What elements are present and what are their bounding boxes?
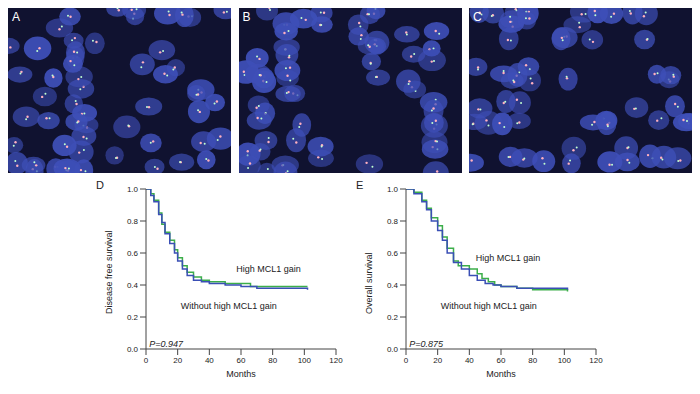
html-text:P=0.875: P=0.875 — [409, 339, 443, 350]
svg-text:Months: Months — [226, 369, 256, 379]
html-text:B: B — [242, 10, 251, 24]
svg-text:40: 40 — [205, 356, 214, 365]
svg-text:80: 80 — [268, 356, 277, 365]
html-text:High MCL1 gain: High MCL1 gain — [236, 264, 301, 275]
svg-text:120: 120 — [589, 356, 603, 365]
svg-text:0.0: 0.0 — [127, 345, 139, 354]
svg-text:40: 40 — [465, 356, 474, 365]
svg-text:0.4: 0.4 — [127, 281, 139, 290]
html-text:A: A — [12, 10, 20, 24]
svg-text:60: 60 — [237, 356, 246, 365]
svg-text:Months: Months — [486, 369, 516, 379]
svg-text:100: 100 — [298, 356, 312, 365]
html-text:E: E — [356, 179, 364, 191]
svg-text:80: 80 — [528, 356, 537, 365]
html-text:Without high MCL1 gain: Without high MCL1 gain — [180, 301, 277, 311]
html-text:P=0.947: P=0.947 — [149, 339, 183, 350]
svg-text:60: 60 — [497, 356, 506, 365]
svg-text:120: 120 — [329, 356, 343, 365]
html-text:C: C — [473, 10, 482, 24]
svg-text:0.8: 0.8 — [127, 217, 139, 226]
html-text:D: D — [96, 179, 104, 191]
svg-text:100: 100 — [558, 356, 572, 365]
svg-text:0: 0 — [404, 356, 409, 365]
html-text:Without high MCL1 gain: Without high MCL1 gain — [440, 301, 537, 311]
svg-text:0.2: 0.2 — [127, 313, 139, 322]
svg-text:Overall survival: Overall survival — [364, 252, 374, 314]
svg-text:1.0: 1.0 — [127, 185, 139, 194]
svg-text:20: 20 — [433, 356, 442, 365]
svg-text:0.4: 0.4 — [387, 281, 399, 290]
svg-text:0.2: 0.2 — [387, 313, 399, 322]
svg-text:0: 0 — [144, 356, 149, 365]
svg-text:0.6: 0.6 — [387, 249, 399, 258]
svg-text:20: 20 — [173, 356, 182, 365]
svg-text:Disease free survival: Disease free survival — [104, 230, 114, 314]
html-text:High MCL1 gain: High MCL1 gain — [475, 253, 541, 263]
svg-text:0.0: 0.0 — [387, 345, 399, 354]
svg-text:0.6: 0.6 — [127, 249, 139, 258]
svg-text:1.0: 1.0 — [387, 185, 399, 194]
svg-text:0.8: 0.8 — [387, 217, 399, 226]
